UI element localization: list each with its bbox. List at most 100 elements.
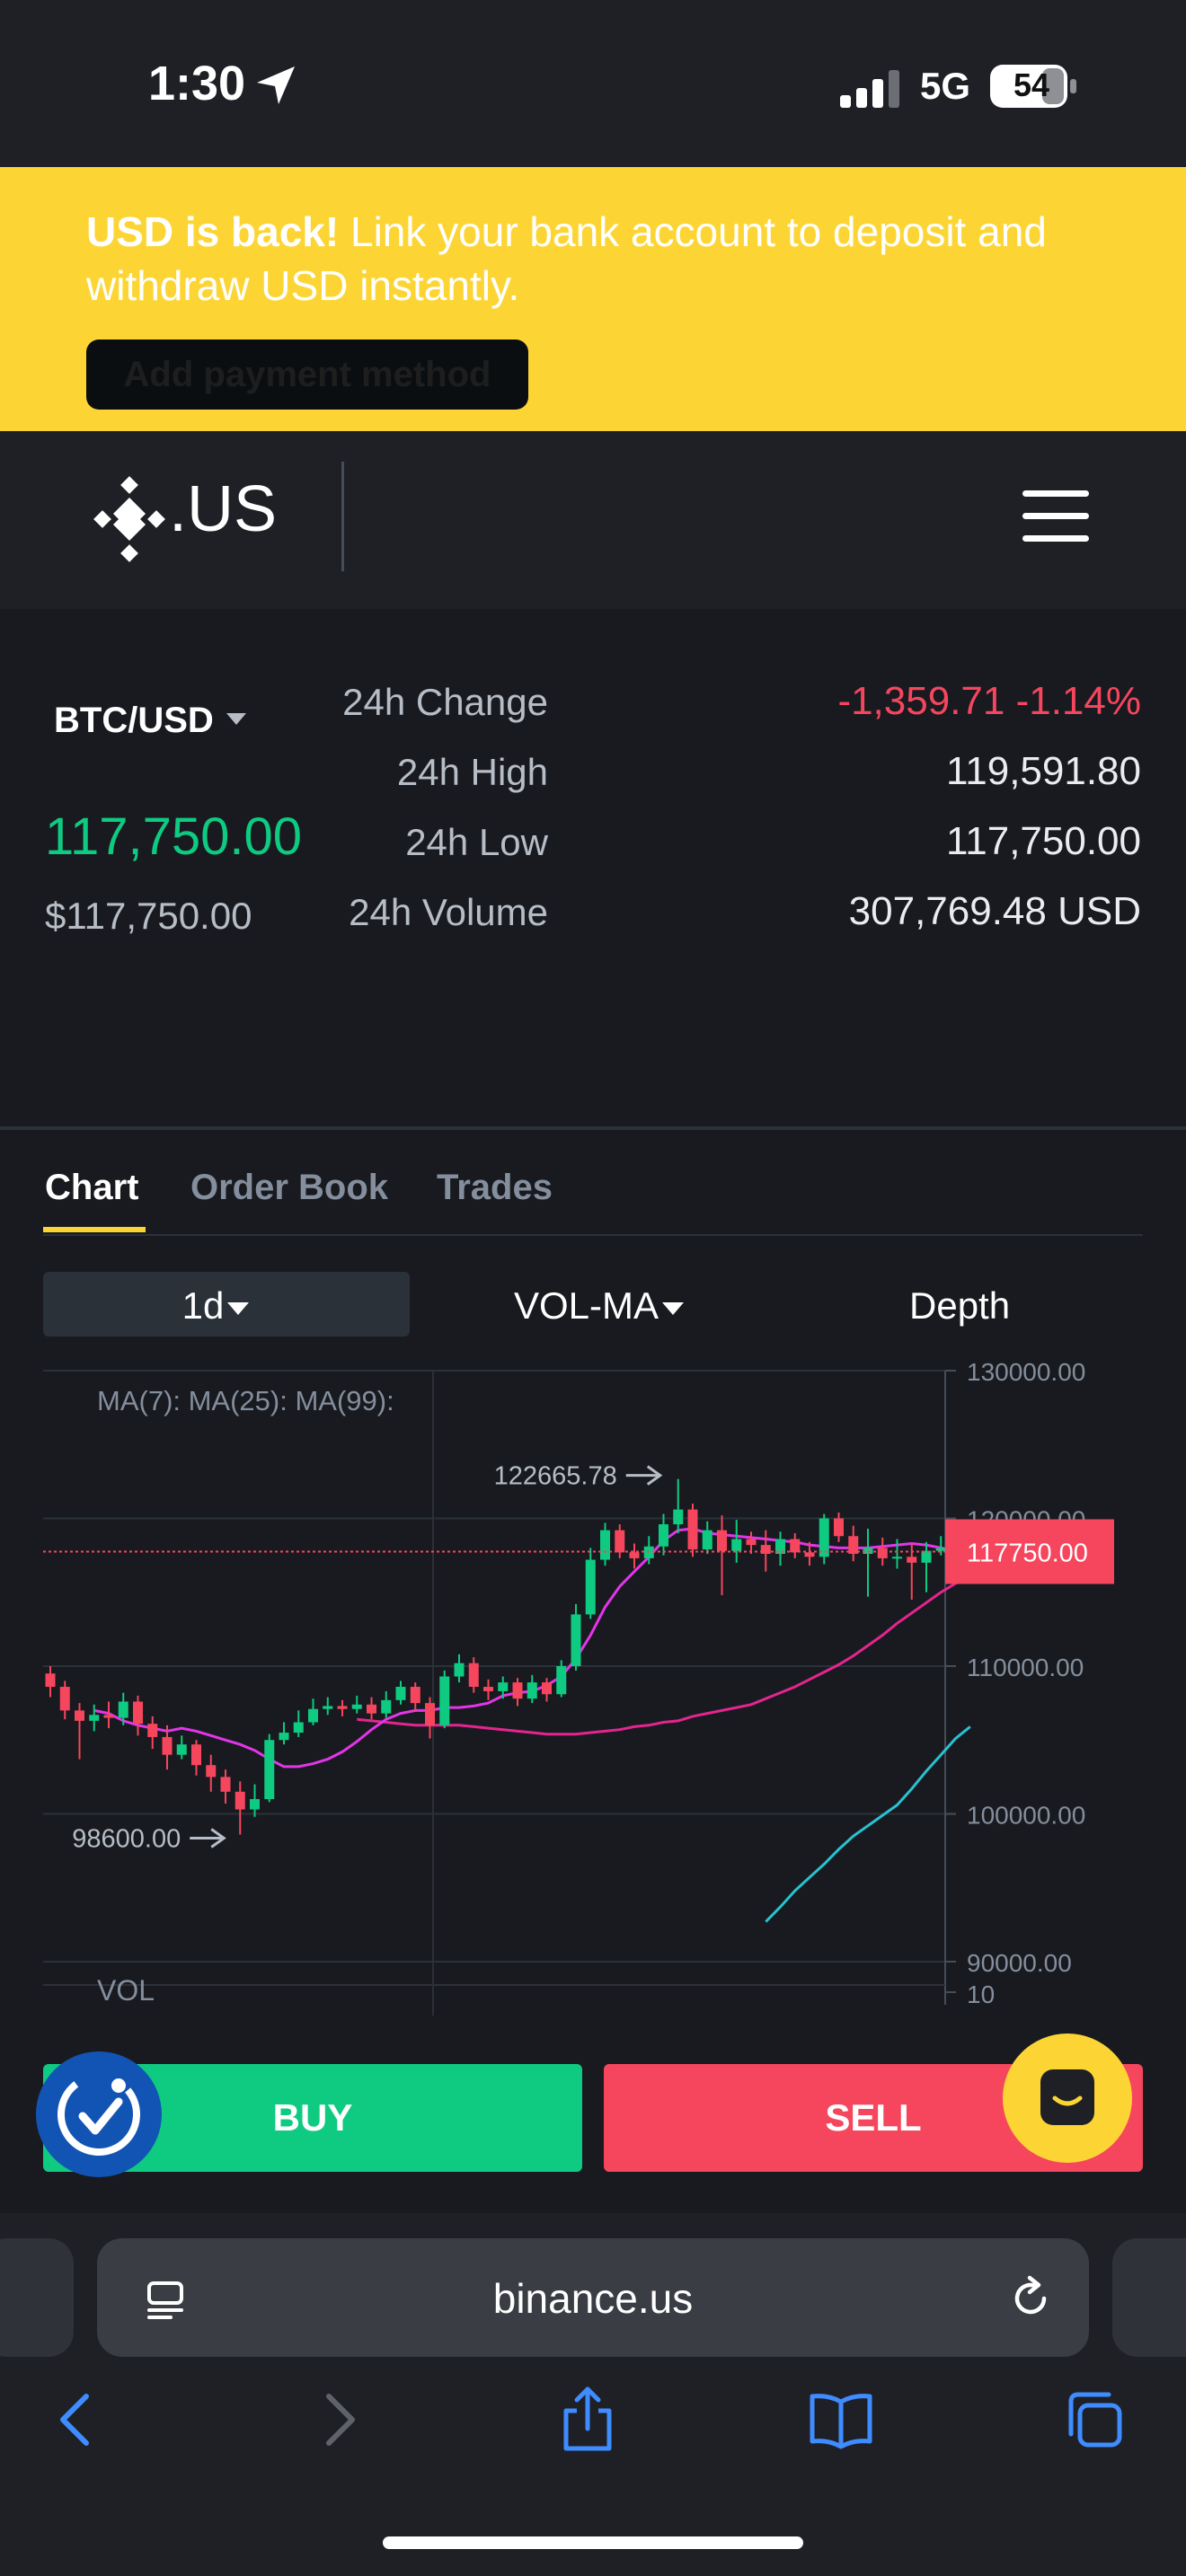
home-indicator bbox=[383, 2536, 803, 2549]
candle-body bbox=[673, 1509, 684, 1525]
status-time: 1:30 bbox=[148, 57, 246, 110]
candle-body bbox=[717, 1530, 727, 1551]
safari-toolbar: binance.us bbox=[0, 2213, 1186, 2576]
share-icon[interactable] bbox=[552, 2384, 624, 2456]
tabs-icon[interactable] bbox=[1058, 2384, 1130, 2456]
candle-body bbox=[804, 1552, 815, 1557]
tab-order-book[interactable]: Order Book bbox=[190, 1168, 389, 1207]
tabs-divider bbox=[43, 1234, 1143, 1236]
banner-body: Link your bank account to deposit and wi… bbox=[86, 208, 1047, 309]
stat-label-low: 24h Low bbox=[405, 821, 548, 863]
next-tab-preview[interactable] bbox=[1112, 2238, 1186, 2357]
bookmarks-icon[interactable] bbox=[805, 2384, 877, 2456]
candle bbox=[103, 1701, 114, 1729]
accessibility-icon[interactable] bbox=[36, 2051, 162, 2177]
candle-body bbox=[176, 1744, 187, 1755]
candle-body bbox=[629, 1552, 640, 1558]
candle bbox=[162, 1725, 173, 1770]
candle-body bbox=[367, 1704, 376, 1714]
candle bbox=[615, 1524, 625, 1558]
candle bbox=[323, 1697, 333, 1716]
stat-label-change: 24h Change bbox=[342, 681, 548, 723]
y-tick-label: 130000.00 bbox=[967, 1358, 1085, 1386]
candle bbox=[848, 1525, 859, 1562]
candle bbox=[264, 1734, 275, 1803]
add-payment-method-button[interactable]: Add payment method bbox=[86, 340, 528, 410]
site-header: .US bbox=[0, 431, 1186, 609]
back-icon[interactable] bbox=[41, 2384, 113, 2456]
ma25-line bbox=[357, 1575, 971, 1736]
reload-icon[interactable] bbox=[1006, 2274, 1055, 2323]
high-marker-arrowhead bbox=[646, 1465, 663, 1486]
candle bbox=[834, 1512, 844, 1542]
ma7-line bbox=[93, 1527, 970, 1769]
candlestick-chart[interactable]: 130000.00120000.00110000.00100000.009000… bbox=[0, 1347, 1186, 2030]
candle-body bbox=[454, 1663, 465, 1677]
candle-body bbox=[760, 1545, 771, 1554]
location-arrow-icon bbox=[257, 66, 295, 104]
forward-icon[interactable] bbox=[302, 2384, 374, 2456]
candle-body bbox=[877, 1548, 888, 1558]
stat-value-low: 117,750.00 bbox=[946, 819, 1141, 863]
candle bbox=[293, 1710, 304, 1737]
candle bbox=[717, 1515, 727, 1596]
high-marker-label: 122665.78 bbox=[494, 1462, 617, 1491]
caret-down-icon bbox=[227, 1301, 250, 1315]
candle bbox=[921, 1541, 932, 1592]
candle-body bbox=[571, 1614, 581, 1666]
tab-trades[interactable]: Trades bbox=[437, 1168, 553, 1207]
candle bbox=[191, 1740, 201, 1776]
address-bar[interactable]: binance.us bbox=[97, 2238, 1089, 2357]
candle-body bbox=[935, 1548, 946, 1551]
candle bbox=[410, 1682, 420, 1712]
candle-body bbox=[395, 1687, 406, 1700]
candle bbox=[804, 1541, 815, 1566]
candle-body bbox=[542, 1682, 552, 1695]
candle-body bbox=[439, 1676, 450, 1725]
binance-logo-icon[interactable] bbox=[86, 476, 173, 562]
candle bbox=[367, 1697, 376, 1720]
pair-selector[interactable]: BTC/USD bbox=[54, 701, 214, 740]
candle-body bbox=[921, 1550, 932, 1563]
candle-body bbox=[103, 1715, 114, 1718]
candle bbox=[687, 1504, 698, 1557]
low-marker-label: 98600.00 bbox=[72, 1825, 181, 1854]
candle-body bbox=[89, 1715, 100, 1721]
indicator-value: VOL-MA bbox=[514, 1284, 659, 1327]
interval-selector[interactable]: 1d bbox=[43, 1272, 410, 1337]
active-tab-indicator bbox=[43, 1227, 146, 1232]
candle bbox=[454, 1654, 465, 1683]
candle-body bbox=[425, 1703, 435, 1725]
candle-body bbox=[483, 1687, 493, 1691]
section-divider bbox=[0, 1126, 1186, 1130]
page-menu-icon[interactable] bbox=[144, 2278, 187, 2321]
logo-text[interactable]: .US bbox=[169, 473, 278, 545]
caret-down-icon[interactable] bbox=[226, 713, 246, 725]
depth-button[interactable]: Depth bbox=[909, 1284, 1011, 1327]
candle-body bbox=[468, 1663, 479, 1688]
candle bbox=[220, 1769, 231, 1804]
candle-body bbox=[133, 1701, 143, 1725]
candle bbox=[147, 1716, 158, 1750]
candle bbox=[45, 1666, 56, 1698]
candle bbox=[395, 1681, 406, 1705]
candle-body bbox=[308, 1708, 318, 1723]
candle-body bbox=[790, 1539, 801, 1553]
candle bbox=[483, 1679, 493, 1700]
battery-level: 54 bbox=[1013, 66, 1050, 103]
banner-headline: USD is back! bbox=[86, 208, 340, 255]
candle bbox=[585, 1548, 596, 1619]
candle bbox=[75, 1703, 84, 1760]
usd-promo-banner: USD is back! Link your bank account to d… bbox=[0, 167, 1186, 431]
chat-support-icon[interactable] bbox=[1003, 2033, 1132, 2163]
hamburger-menu-icon[interactable] bbox=[1022, 490, 1089, 544]
candle bbox=[527, 1674, 537, 1704]
indicator-selector[interactable]: VOL-MA bbox=[514, 1284, 685, 1328]
candle-body bbox=[659, 1524, 668, 1547]
tab-chart[interactable]: Chart bbox=[45, 1168, 139, 1207]
candle bbox=[790, 1532, 801, 1558]
chart-canvas[interactable]: 130000.00120000.00110000.00100000.009000… bbox=[0, 1347, 1186, 2030]
candle-body bbox=[381, 1699, 392, 1714]
candle-body bbox=[264, 1740, 275, 1800]
previous-tab-preview[interactable] bbox=[0, 2238, 74, 2357]
